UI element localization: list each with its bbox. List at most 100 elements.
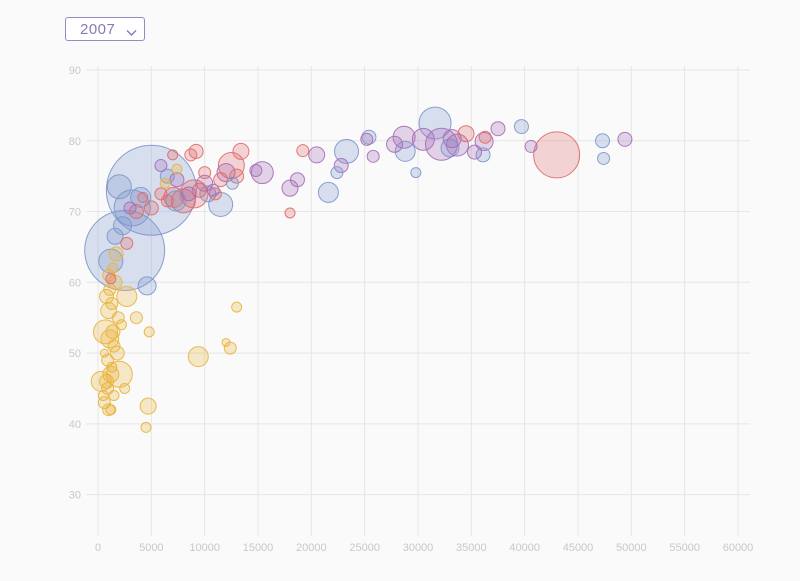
bubble-africa[interactable] xyxy=(105,404,117,416)
bubble-americas[interactable] xyxy=(478,130,492,144)
bubble-africa[interactable] xyxy=(103,282,117,296)
bubble-americas[interactable] xyxy=(105,273,117,285)
bubble-africa[interactable] xyxy=(107,262,119,274)
bubble-americas[interactable] xyxy=(160,194,174,208)
bubble-asia[interactable] xyxy=(330,166,344,180)
bubble-asia[interactable] xyxy=(595,133,611,149)
bubble-americas[interactable] xyxy=(137,191,149,203)
bubble-africa[interactable] xyxy=(108,390,120,402)
bubble-europe[interactable] xyxy=(169,172,185,188)
bubble-africa[interactable] xyxy=(107,339,121,353)
bubble-africa[interactable] xyxy=(105,297,119,311)
bubble-africa[interactable] xyxy=(109,345,125,361)
bubble-americas[interactable] xyxy=(457,125,475,143)
bubble-americas[interactable] xyxy=(296,144,310,158)
y-tick-label: 60 xyxy=(69,277,81,289)
chart-bubbles xyxy=(84,106,633,433)
bubble-americas[interactable] xyxy=(143,200,159,216)
bubble-europe[interactable] xyxy=(490,121,506,137)
bubble-europe[interactable] xyxy=(249,163,263,177)
bubble-americas[interactable] xyxy=(120,236,134,250)
bubble-europe[interactable] xyxy=(333,158,349,174)
y-tick-label: 70 xyxy=(69,207,81,219)
bubble-asia[interactable] xyxy=(394,140,416,162)
x-tick-label: 50000 xyxy=(616,542,647,554)
bubble-asia[interactable] xyxy=(475,147,491,163)
bubble-africa[interactable] xyxy=(129,311,143,325)
bubble-asia[interactable] xyxy=(105,144,197,236)
bubble-europe[interactable] xyxy=(524,139,538,153)
bubble-asia[interactable] xyxy=(334,138,360,164)
bubble-asia[interactable] xyxy=(513,119,529,135)
bubble-africa[interactable] xyxy=(99,288,115,304)
bubble-africa[interactable] xyxy=(187,346,209,368)
bubble-asia[interactable] xyxy=(130,186,152,208)
bubble-americas[interactable] xyxy=(184,148,198,162)
bubble-europe[interactable] xyxy=(154,159,168,173)
bubble-africa[interactable] xyxy=(97,390,109,402)
bubble-europe[interactable] xyxy=(467,144,483,160)
bubble-europe[interactable] xyxy=(617,131,633,147)
bubble-europe[interactable] xyxy=(360,132,374,146)
x-tick-label: 35000 xyxy=(456,542,487,554)
bubble-africa[interactable] xyxy=(116,285,138,307)
bubble-europe[interactable] xyxy=(289,172,305,188)
bubble-asia[interactable] xyxy=(317,181,339,203)
x-tick-label: 15000 xyxy=(243,542,274,554)
x-tick-label: 40000 xyxy=(509,542,540,554)
bubble-europe[interactable] xyxy=(206,183,220,197)
bubble-africa[interactable] xyxy=(139,397,157,415)
bubble-africa[interactable] xyxy=(171,163,183,175)
bubble-europe[interactable] xyxy=(366,149,380,163)
bubble-americas[interactable] xyxy=(163,186,185,208)
x-tick-label: 20000 xyxy=(296,542,327,554)
bubble-americas[interactable] xyxy=(208,187,222,201)
y-axis-ticks: 30 40 50 60 70 80 90 xyxy=(69,65,81,502)
bubble-americas[interactable] xyxy=(128,204,144,220)
bubble-europe[interactable] xyxy=(386,135,404,153)
bubble-africa[interactable] xyxy=(102,365,120,383)
bubble-europe[interactable] xyxy=(123,201,137,215)
year-select[interactable]: 2007 xyxy=(65,17,145,41)
bubble-africa[interactable] xyxy=(159,177,171,189)
bubble-africa[interactable] xyxy=(143,326,155,338)
bubble-africa[interactable] xyxy=(105,324,121,340)
bubble-africa[interactable] xyxy=(231,301,243,313)
bubble-africa[interactable] xyxy=(115,319,127,331)
x-tick-label: 45000 xyxy=(563,542,594,554)
bubble-europe[interactable] xyxy=(181,186,197,202)
bubble-europe[interactable] xyxy=(308,146,326,164)
y-tick-label: 90 xyxy=(69,65,81,77)
bubble-europe[interactable] xyxy=(250,161,274,185)
bubble-americas[interactable] xyxy=(232,142,250,160)
bubble-africa[interactable] xyxy=(221,337,231,347)
bubble-asia[interactable] xyxy=(597,151,611,165)
bubble-europe[interactable] xyxy=(442,129,462,149)
bubble-africa[interactable] xyxy=(102,403,116,417)
bubble-europe[interactable] xyxy=(411,127,435,151)
bubble-asia[interactable] xyxy=(106,174,132,200)
bubble-americas[interactable] xyxy=(533,131,581,179)
bubble-asia[interactable] xyxy=(410,167,422,179)
bubble-africa[interactable] xyxy=(106,361,118,373)
bubble-americas[interactable] xyxy=(167,149,179,161)
bubble-africa[interactable] xyxy=(111,311,125,325)
x-axis-ticks: 0 5000 10000 15000 20000 25000 30000 35000 40000… xyxy=(95,542,753,554)
bubble-africa[interactable] xyxy=(99,348,109,358)
bubble-asia[interactable] xyxy=(159,168,175,184)
bubble-asia[interactable] xyxy=(137,276,157,296)
bubble-africa[interactable] xyxy=(108,246,124,262)
x-tick-label: 25000 xyxy=(349,542,380,554)
bubble-americas[interactable] xyxy=(229,168,245,184)
bubble-africa[interactable] xyxy=(140,421,152,433)
bubble-asia[interactable] xyxy=(225,176,239,190)
bubble-americas[interactable] xyxy=(198,166,212,180)
bubble-americas[interactable] xyxy=(284,207,296,219)
bubble-africa[interactable] xyxy=(100,329,120,349)
bubble-asia[interactable] xyxy=(106,227,124,245)
bubble-africa[interactable] xyxy=(119,382,131,394)
bubble-asia[interactable] xyxy=(418,106,452,140)
y-tick-label: 40 xyxy=(69,419,81,431)
bubble-europe[interactable] xyxy=(196,174,214,192)
